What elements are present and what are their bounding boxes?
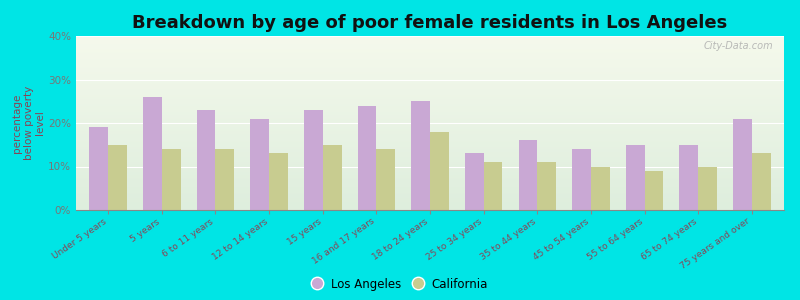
Bar xyxy=(591,167,610,210)
Bar xyxy=(162,149,181,210)
Bar xyxy=(645,171,663,210)
Bar xyxy=(215,149,234,210)
Bar xyxy=(90,127,108,210)
Bar xyxy=(304,110,322,210)
Bar xyxy=(733,119,752,210)
Bar xyxy=(197,110,215,210)
Bar xyxy=(376,149,395,210)
Y-axis label: percentage
below poverty
level: percentage below poverty level xyxy=(12,86,46,160)
Bar xyxy=(143,97,162,210)
Bar xyxy=(538,162,556,210)
Bar xyxy=(269,154,288,210)
Bar xyxy=(322,145,342,210)
Bar xyxy=(752,154,770,210)
Bar xyxy=(358,106,376,210)
Bar xyxy=(430,132,449,210)
Legend: Los Angeles, California: Los Angeles, California xyxy=(308,274,492,294)
Bar xyxy=(572,149,591,210)
Text: City-Data.com: City-Data.com xyxy=(704,41,774,51)
Title: Breakdown by age of poor female residents in Los Angeles: Breakdown by age of poor female resident… xyxy=(132,14,728,32)
Bar xyxy=(698,167,717,210)
Bar xyxy=(465,154,484,210)
Bar xyxy=(626,145,645,210)
Bar xyxy=(108,145,127,210)
Bar xyxy=(679,145,698,210)
Bar xyxy=(518,140,538,210)
Bar xyxy=(250,119,269,210)
Bar xyxy=(484,162,502,210)
Bar xyxy=(411,101,430,210)
